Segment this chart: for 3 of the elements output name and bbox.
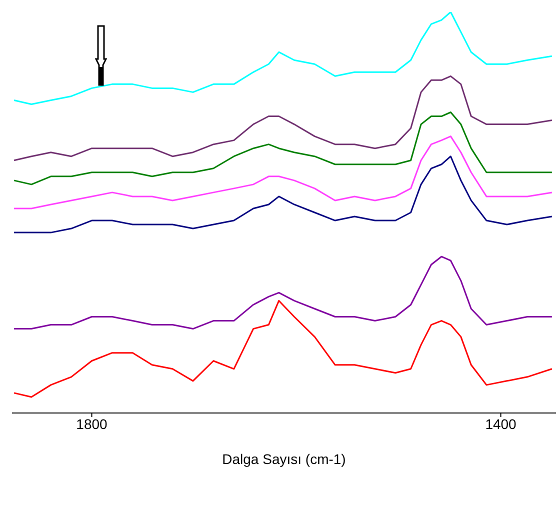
x-axis-title: Dalga Sayısı (cm-1) [222, 451, 346, 467]
x-tick-label: 1400 [485, 416, 517, 432]
x-tick-label: 1800 [76, 416, 108, 432]
